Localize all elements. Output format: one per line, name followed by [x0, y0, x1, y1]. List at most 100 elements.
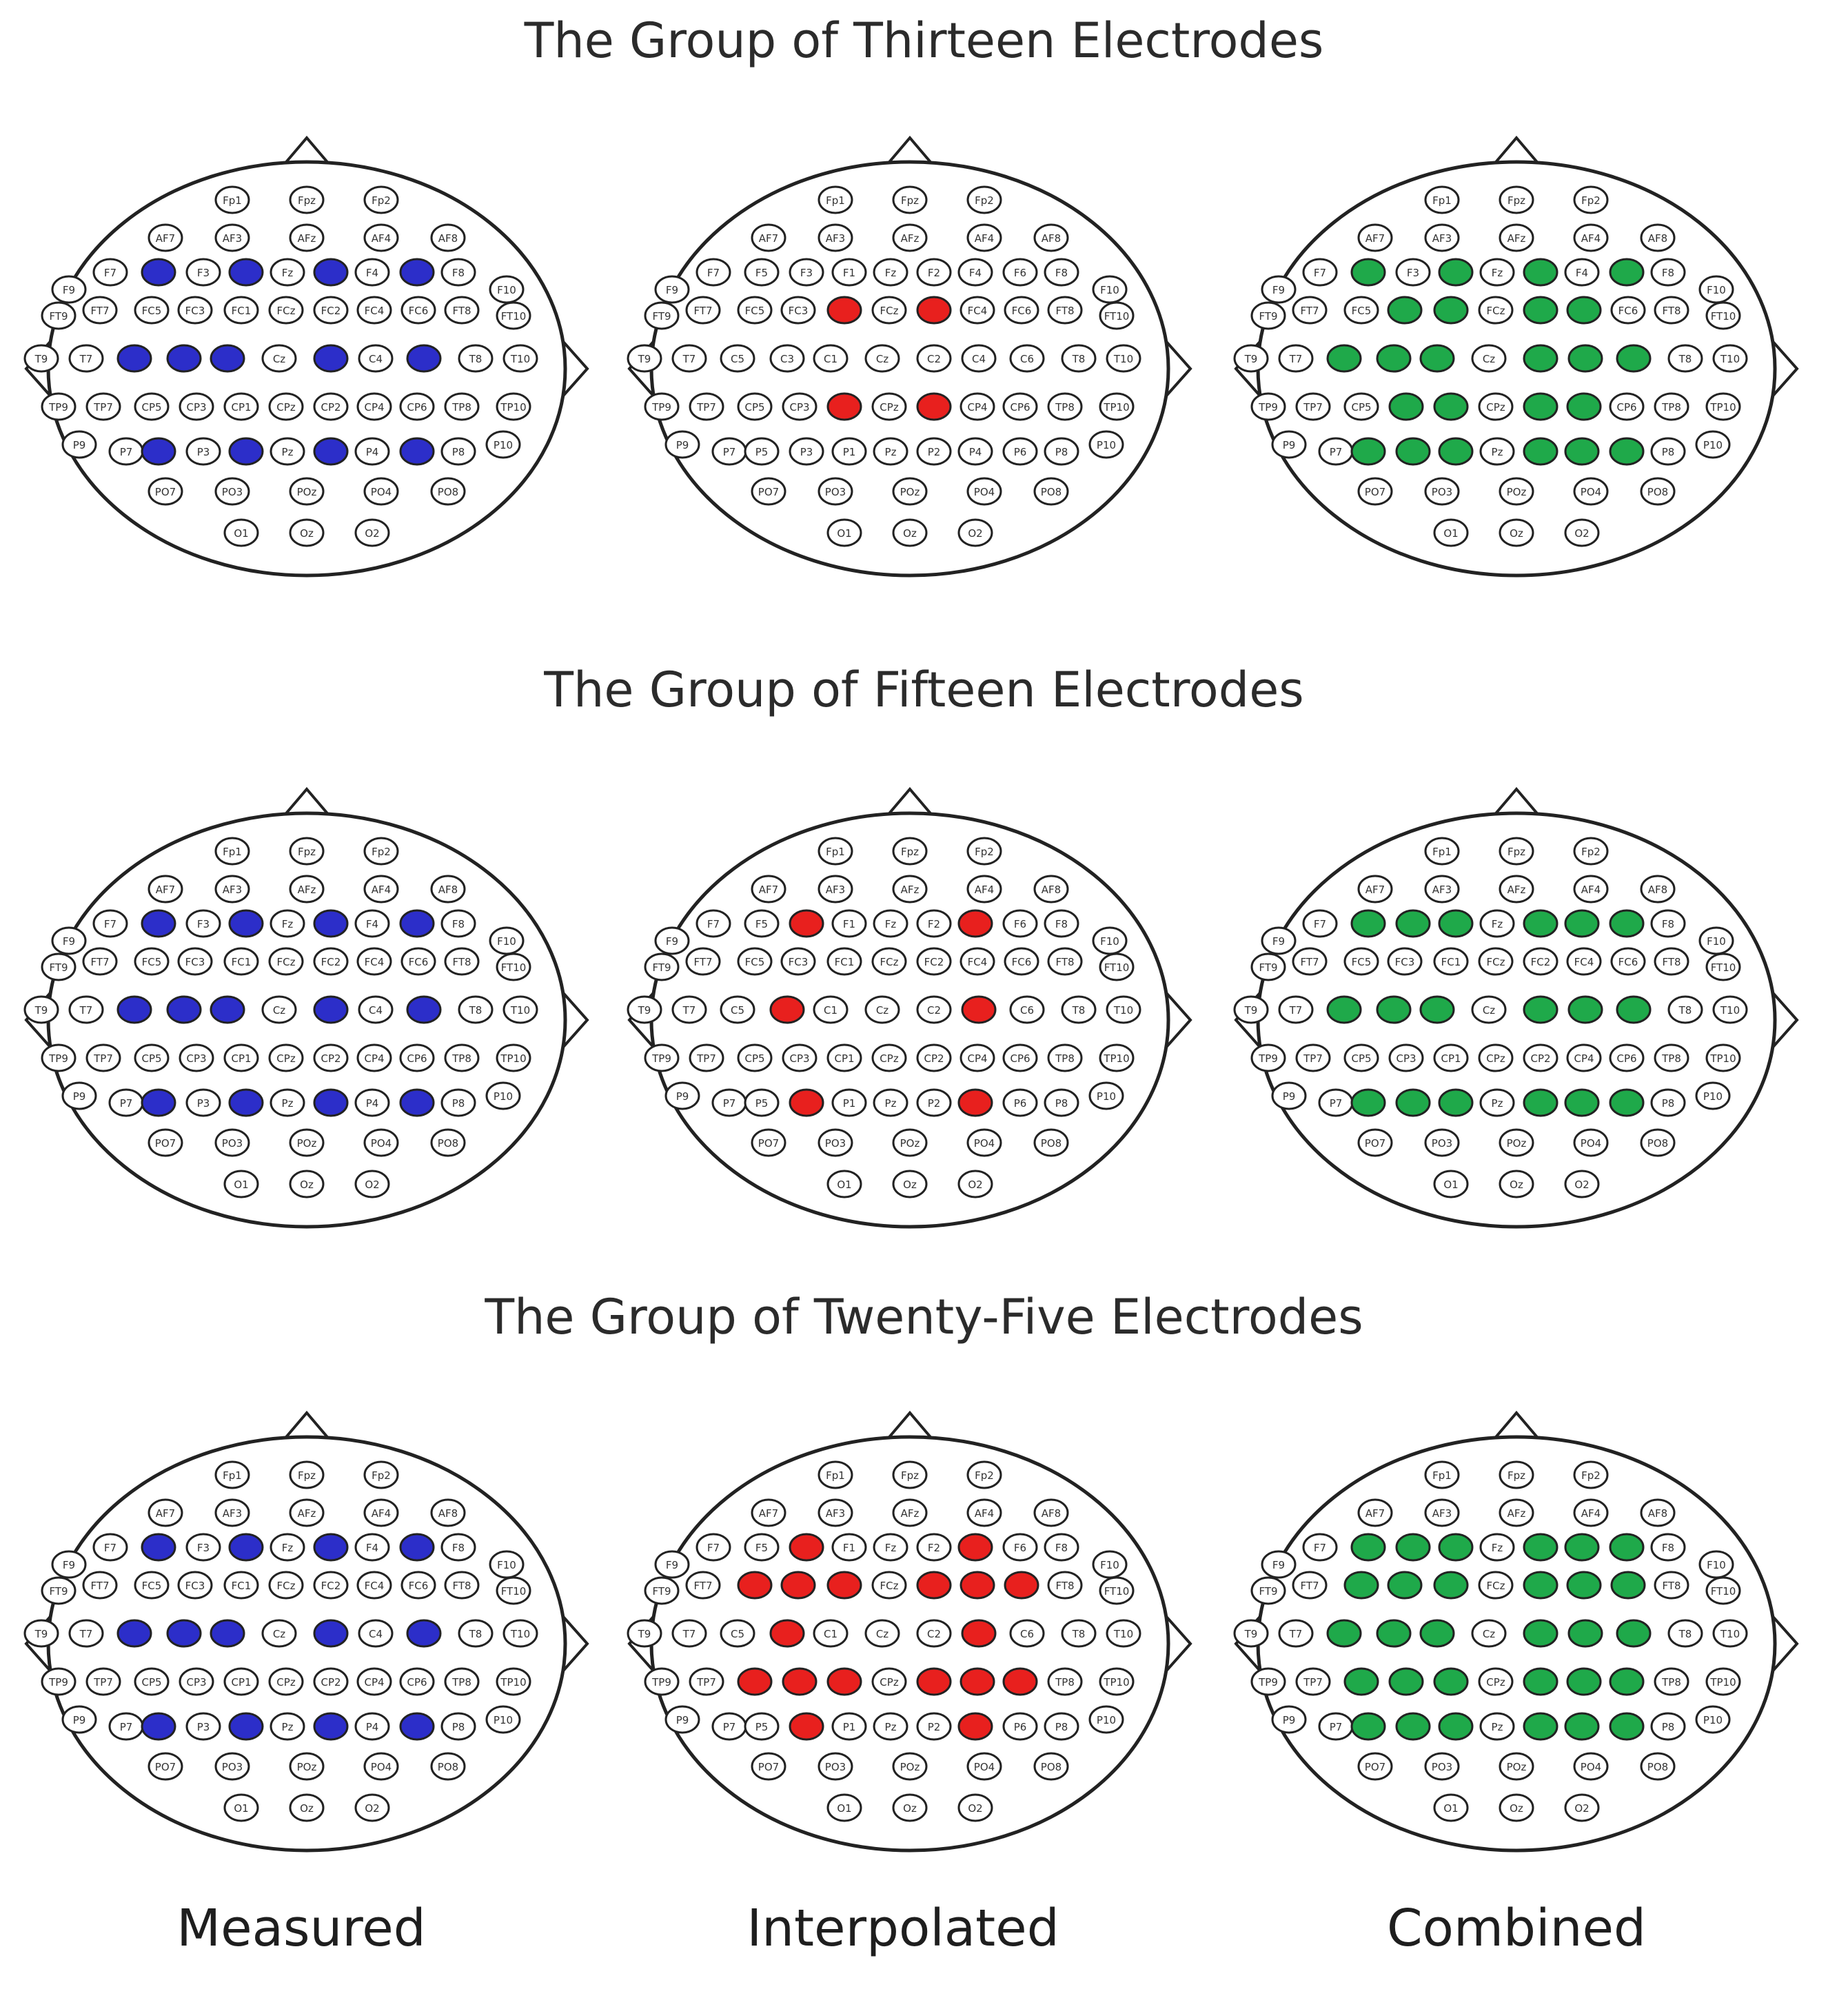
electrode-t10: T10 — [1106, 995, 1141, 1024]
electrode-f6 — [1609, 909, 1645, 938]
electrode-label: TP10 — [500, 401, 526, 414]
electrode-ft10: FT10 — [496, 301, 531, 330]
electrode-t9: T9 — [23, 1619, 59, 1648]
electrode-label: FC1 — [835, 956, 855, 968]
electrode-label: PO7 — [1365, 486, 1385, 498]
electrode-label: O2 — [365, 527, 379, 540]
electrode-label: FC5 — [142, 956, 162, 968]
electrode-o1: O1 — [826, 1793, 862, 1822]
electrode-af3: AF3 — [214, 223, 250, 252]
electrode-label: CP2 — [924, 1052, 944, 1065]
electrode-cp1: CP1 — [826, 1043, 862, 1072]
electrode-label: Fp2 — [1581, 194, 1601, 207]
electrode-label: O2 — [365, 1179, 379, 1191]
electrode-label: T7 — [79, 1004, 93, 1017]
electrode-c6: C6 — [1009, 1619, 1045, 1648]
electrode-cp4: CP4 — [959, 392, 995, 421]
electrode-label: P4 — [366, 1721, 379, 1733]
electrode-label: PO8 — [1041, 486, 1062, 498]
electrode-fpz: Fpz — [892, 837, 928, 866]
electrode-f10: F10 — [489, 1550, 525, 1579]
electrode-label: F6 — [1014, 1542, 1026, 1554]
electrode-t10: T10 — [1106, 1619, 1141, 1648]
electrode-f8: F8 — [440, 258, 476, 287]
electrode-ft7: FT7 — [82, 1571, 118, 1600]
electrode-label: POz — [297, 1761, 317, 1773]
electrode-p3 — [789, 1712, 824, 1741]
electrode-f6 — [1609, 258, 1645, 287]
electrode-ft8: FT8 — [1047, 1571, 1083, 1600]
electrode-f8: F8 — [1650, 1533, 1686, 1562]
electrode-f1: F1 — [831, 1533, 867, 1562]
electrode-p3 — [1395, 1088, 1431, 1117]
electrode-f4: F4 — [1564, 258, 1600, 287]
electrode-label: P5 — [755, 1721, 769, 1733]
electrode-label: Oz — [300, 527, 314, 540]
electrode-label: TP9 — [651, 401, 671, 414]
electrode-label: AF7 — [759, 232, 778, 245]
electrode-label: F4 — [969, 267, 982, 279]
electrode-f8: F8 — [1044, 909, 1079, 938]
electrode-c3 — [769, 995, 805, 1024]
electrode-label: F10 — [497, 935, 516, 948]
electrode-label: CP4 — [967, 401, 987, 414]
electrode-label: PO7 — [155, 1137, 176, 1150]
electrode-fc6 — [1610, 1571, 1646, 1600]
electrode-label: TP9 — [1258, 401, 1278, 414]
electrode-label: F8 — [1055, 918, 1068, 930]
electrode-cp5: CP5 — [134, 1043, 170, 1072]
electrode-tp8: TP8 — [444, 1043, 480, 1072]
electrode-label: P10 — [1703, 1090, 1723, 1103]
electrode-label: Fz — [1492, 918, 1503, 930]
electrode-label: Cz — [1483, 1004, 1495, 1017]
electrode-ft7: FT7 — [1292, 1571, 1328, 1600]
electrode-po3: PO3 — [214, 477, 250, 506]
electrode-label: AF8 — [438, 1507, 458, 1520]
electrode-po8: PO8 — [1033, 477, 1069, 506]
electrode-label: FT9 — [49, 961, 68, 974]
electrode-label: TP10 — [1709, 1676, 1736, 1689]
electrode-p6 — [1609, 1088, 1645, 1117]
electrode-label: AFz — [901, 884, 920, 896]
electrode-fz: Fz — [873, 258, 908, 287]
electrode-t8: T8 — [1667, 1619, 1703, 1648]
electrode-label: Fp2 — [372, 846, 391, 858]
electrode-label: T7 — [1289, 1628, 1303, 1640]
electrode-f3 — [789, 1533, 824, 1562]
electrode-oz: Oz — [289, 518, 325, 547]
electrode-label: T10 — [1720, 1628, 1740, 1640]
electrode-po7: PO7 — [148, 1752, 183, 1781]
electrode-fp2: Fp2 — [363, 837, 399, 866]
electrode-f9: F9 — [654, 926, 690, 955]
electrode-label: C5 — [731, 353, 744, 365]
electrode-o2: O2 — [957, 1170, 993, 1198]
electrode-po4: PO4 — [966, 477, 1002, 506]
electrode-t8: T8 — [1061, 344, 1097, 373]
electrode-ft8: FT8 — [1047, 947, 1083, 976]
electrode-fc5: FC5 — [1343, 296, 1379, 325]
electrode-label: T7 — [682, 1628, 696, 1640]
electrode-label: CP1 — [231, 1052, 251, 1065]
electrode-label: P8 — [452, 1721, 465, 1733]
electrode-label: T7 — [682, 353, 696, 365]
electrode-p9: P9 — [664, 1081, 700, 1110]
electrode-fp2: Fp2 — [1573, 837, 1609, 866]
electrode-label: Fz — [282, 918, 294, 930]
electrode-label: Cz — [273, 1004, 285, 1017]
electrode-c3: C3 — [769, 344, 805, 373]
electrode-cp2 — [1523, 1667, 1558, 1696]
electrode-label: F10 — [497, 1559, 516, 1571]
electrode-label: FC5 — [745, 956, 765, 968]
electrode-o1: O1 — [1433, 1170, 1469, 1198]
electrode-label: O1 — [234, 1179, 248, 1191]
electrode-afz: AFz — [892, 875, 928, 904]
electrode-label: Fp1 — [1432, 846, 1452, 858]
electrode-label: PO4 — [1581, 1137, 1601, 1150]
electrode-label: FC4 — [968, 956, 988, 968]
electrode-p6: P6 — [1002, 437, 1038, 466]
electrode-label: AF8 — [1042, 884, 1061, 896]
electrode-label: TP7 — [93, 1052, 113, 1065]
electrode-label: FC4 — [365, 1580, 385, 1592]
electrode-c5 — [116, 344, 152, 373]
